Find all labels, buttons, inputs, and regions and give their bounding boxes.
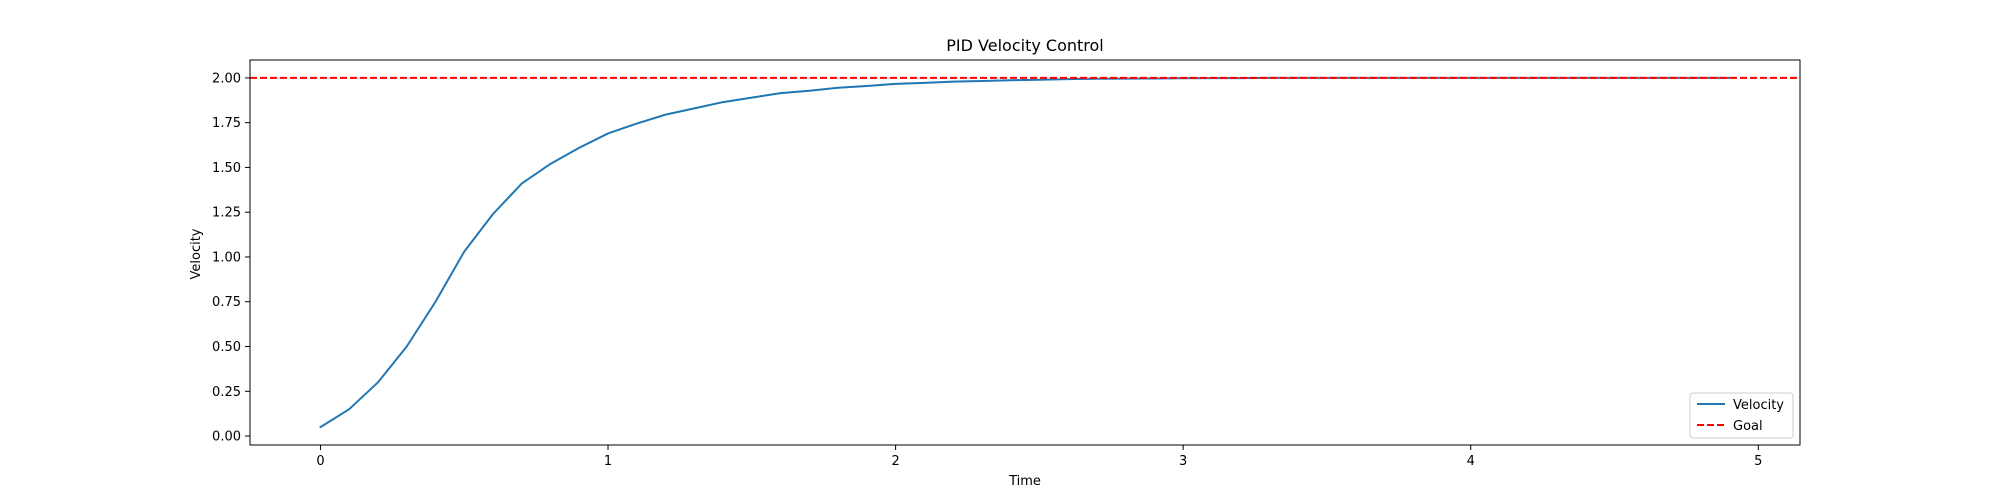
chart-title: PID Velocity Control (946, 36, 1103, 55)
y-tick-label: 0.00 (212, 430, 241, 445)
y-axis-label: Velocity (189, 228, 204, 279)
plot-area (250, 76, 1800, 429)
legend-goal-label: Goal (1733, 419, 1763, 434)
axis-ticks: 0 1 2 3 4 5 0.00 0.25 0.50 0.75 1.00 1.25 1.50 1.75 2.… (212, 71, 1762, 469)
y-tick-label: 2.00 (212, 71, 241, 86)
legend: Velocity Goal (1689, 392, 1794, 439)
x-tick-label: 4 (1467, 454, 1475, 469)
legend-velocity-label: Velocity (1733, 398, 1784, 413)
x-tick-label: 2 (891, 454, 899, 469)
y-tick-label: 1.25 (212, 206, 241, 221)
y-tick-label: 1.00 (212, 250, 241, 265)
y-tick-label: 0.25 (212, 385, 241, 400)
axes-frame (249, 59, 1801, 446)
x-axis-label: Time (1008, 474, 1041, 489)
velocity-line (319, 76, 1731, 429)
x-tick-label: 5 (1754, 454, 1762, 469)
y-tick-label: 1.75 (212, 116, 241, 131)
y-tick-label: 0.75 (212, 295, 241, 310)
x-tick-label: 3 (1179, 454, 1187, 469)
x-tick-label: 1 (604, 454, 612, 469)
y-tick-label: 1.50 (212, 161, 241, 176)
y-tick-label: 0.50 (212, 340, 241, 355)
x-tick-label: 0 (316, 454, 324, 469)
